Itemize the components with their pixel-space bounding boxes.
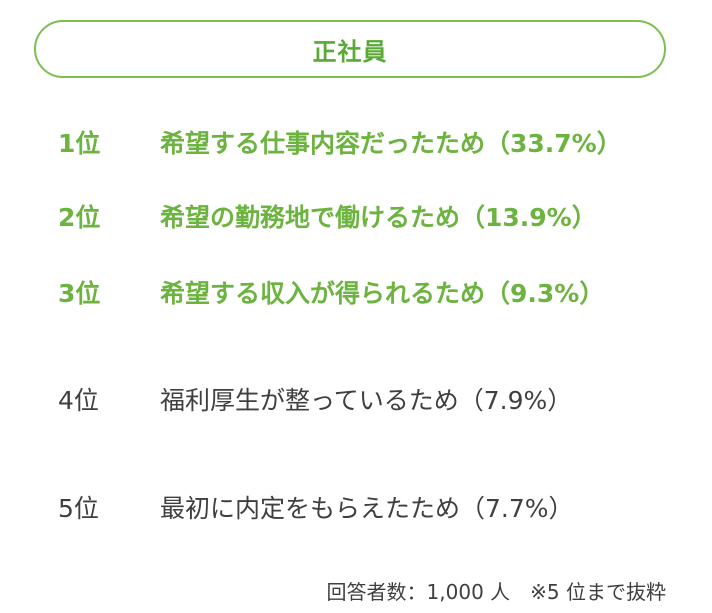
- rank-label: 4位: [58, 386, 99, 415]
- rank-reason: 希望する仕事内容だったため（33.7%）: [160, 129, 622, 158]
- rank-label: 2位: [58, 203, 101, 232]
- rank-label: 3位: [58, 279, 101, 308]
- rank-reason: 福利厚生が整っているため（7.9%）: [160, 386, 573, 415]
- footnote: 回答者数：1,000 人 ※5 位まで抜粋: [326, 580, 666, 604]
- rank-label: 5位: [58, 494, 99, 523]
- ranking-item-2: 2位 希望の勤務地で働けるため（13.9%）: [58, 198, 597, 234]
- ranking-item-4: 4位 福利厚生が整っているため（7.9%）: [58, 381, 572, 417]
- ranking-item-1: 1位 希望する仕事内容だったため（33.7%）: [58, 124, 622, 160]
- rank-reason: 最初に内定をもらえたため（7.7%）: [160, 494, 574, 523]
- ranking-item-5: 5位 最初に内定をもらえたため（7.7%）: [58, 489, 574, 525]
- ranking-item-3: 3位 希望する収入が得られるため（9.3%）: [58, 274, 604, 310]
- rank-label: 1位: [58, 129, 101, 158]
- category-title: 正社員: [312, 37, 388, 66]
- category-header: 正社員: [34, 20, 666, 78]
- rank-reason: 希望の勤務地で働けるため（13.9%）: [160, 203, 597, 232]
- rank-reason: 希望する収入が得られるため（9.3%）: [160, 279, 605, 308]
